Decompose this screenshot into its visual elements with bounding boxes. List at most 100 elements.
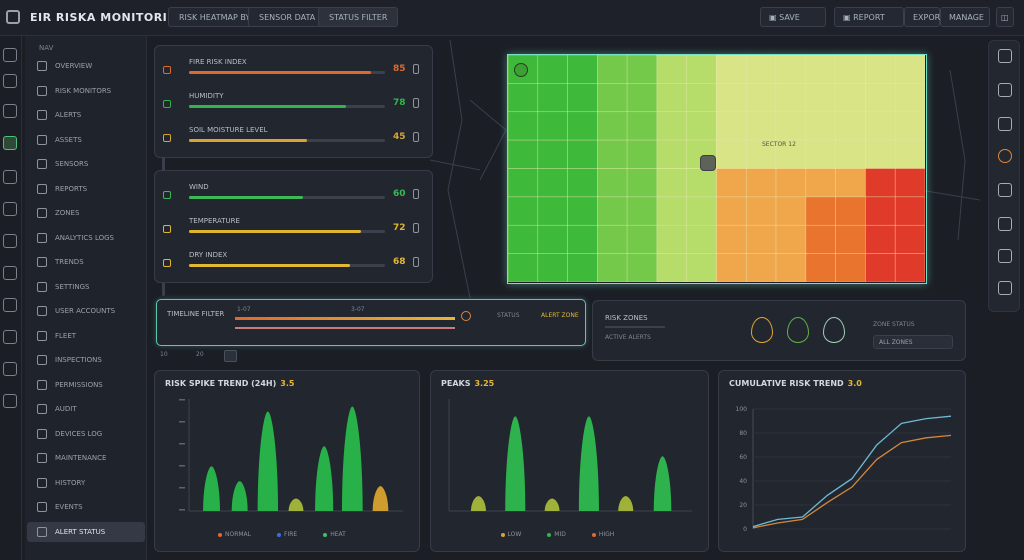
heatmap-cell[interactable] [805,196,836,226]
heatmap-cell[interactable] [865,253,896,283]
folder-icon[interactable] [3,104,17,118]
sidebar-item[interactable]: ANALYTICS LOGS [27,228,145,248]
line-series[interactable] [752,415,952,528]
heatmap-cell[interactable] [865,111,896,141]
gear-icon[interactable] [3,362,17,376]
heatmap-cell[interactable] [716,224,747,254]
heatmap-cell[interactable] [835,83,866,113]
heatmap-cell[interactable] [775,253,807,283]
heatmap-cell[interactable] [656,83,688,113]
heatmap-cell[interactable] [656,54,688,84]
settings-button[interactable]: ◫ [996,7,1014,27]
heatmap-cell[interactable] [775,111,807,141]
export-button[interactable]: EXPORT [904,7,945,27]
chart-peak[interactable] [653,456,672,511]
heatmap-cell[interactable] [745,224,777,254]
heatmap-cell[interactable] [805,111,836,141]
row-menu-icon[interactable] [413,98,419,108]
heatmap-cell[interactable] [537,253,568,283]
heatmap-cell[interactable] [894,83,926,113]
heatmap-cell[interactable] [775,168,807,198]
heatmap-cell[interactable] [805,224,836,254]
heatmap-cell[interactable] [745,139,777,169]
map-area[interactable] [150,39,981,299]
heatmap-cell[interactable] [894,139,926,169]
heatmap-cell[interactable] [507,83,539,113]
heatmap-cell[interactable] [835,224,866,254]
heatmap-cell[interactable] [567,139,598,169]
risk-heatmap[interactable]: SECTOR 12 [507,54,927,284]
heatmap-cell[interactable] [597,54,628,84]
heatmap-cell[interactable] [865,196,896,226]
heatmap-cell[interactable] [626,139,658,169]
heatmap-cell[interactable] [537,139,568,169]
chart-peak[interactable] [288,498,304,511]
chart-peak[interactable] [578,416,599,511]
user-icon[interactable] [3,298,17,312]
row-menu-icon[interactable] [413,223,419,233]
heatmap-cell[interactable] [567,83,598,113]
heatmap-cell[interactable] [656,224,688,254]
chart-icon[interactable] [3,170,17,184]
heatmap-cell[interactable] [597,224,628,254]
chart-peak[interactable] [203,466,220,511]
recenter-icon[interactable] [998,183,1012,197]
timeline-control-b[interactable]: 20 [196,351,204,358]
heatmap-cell[interactable] [656,168,688,198]
sidebar-item[interactable]: RISK MONITORS [27,81,145,101]
heatmap-cell[interactable] [894,253,926,283]
heatmap-cell[interactable] [894,54,926,84]
fullscreen-icon[interactable] [998,281,1012,295]
heatmap-cell[interactable] [745,196,777,226]
report-button[interactable]: ▣ REPORT [834,7,904,27]
zoom-out-icon[interactable] [998,83,1012,97]
heatmap-cell[interactable] [626,253,658,283]
heatmap-cell[interactable] [686,54,717,84]
timeline-control-a[interactable]: 10 [160,351,168,358]
heatmap-cell[interactable] [686,111,717,141]
sidebar-item[interactable]: OVERVIEW [27,56,145,76]
heatmap-cell[interactable] [805,253,836,283]
heatmap-cell[interactable] [656,253,688,283]
heatmap-cell[interactable] [686,168,717,198]
dashboard-icon[interactable] [3,48,17,62]
heatmap-cell[interactable] [537,83,568,113]
alert-layer-icon[interactable] [998,149,1012,163]
heatmap-cell[interactable] [775,196,807,226]
heatmap-cell[interactable] [567,111,598,141]
heatmap-cell[interactable] [656,111,688,141]
heatmap-cell[interactable] [894,111,926,141]
heatmap-cell[interactable] [686,83,717,113]
risk-indicator-icon[interactable] [823,317,845,343]
heatmap-cell[interactable] [716,196,747,226]
heatmap-cell[interactable] [507,253,539,283]
map-icon[interactable] [3,234,17,248]
heatmap-cell[interactable] [716,54,747,84]
heatmap-cell[interactable] [835,139,866,169]
heatmap-cell[interactable] [745,54,777,84]
refresh-icon[interactable] [998,217,1012,231]
bell-icon[interactable] [3,202,17,216]
heatmap-cell[interactable] [745,83,777,113]
heatmap-cell[interactable] [597,83,628,113]
heatmap-cell[interactable] [626,168,658,198]
timeline-track-bottom[interactable] [235,327,455,329]
sidebar-item[interactable]: SENSORS [27,154,145,174]
sidebar-item[interactable]: ZONES [27,203,145,223]
heatmap-cell[interactable] [537,111,568,141]
chart-peak[interactable] [470,496,486,511]
heatmap-cell[interactable] [656,139,688,169]
heatmap-cell[interactable] [745,253,777,283]
row-menu-icon[interactable] [413,257,419,267]
heatmap-cell[interactable] [865,83,896,113]
zone-select[interactable]: ALL ZONES [873,335,953,349]
heatmap-cell[interactable] [537,224,568,254]
chart-peak[interactable] [315,446,334,511]
risk-indicator-icon[interactable] [751,317,773,343]
layers-toggle-icon[interactable] [998,117,1012,131]
risk-indicator-icon[interactable] [787,317,809,343]
heatmap-cell[interactable] [537,196,568,226]
heatmap-cell[interactable] [567,54,598,84]
location-pin-icon[interactable] [700,155,716,171]
heatmap-cell[interactable] [537,54,568,84]
